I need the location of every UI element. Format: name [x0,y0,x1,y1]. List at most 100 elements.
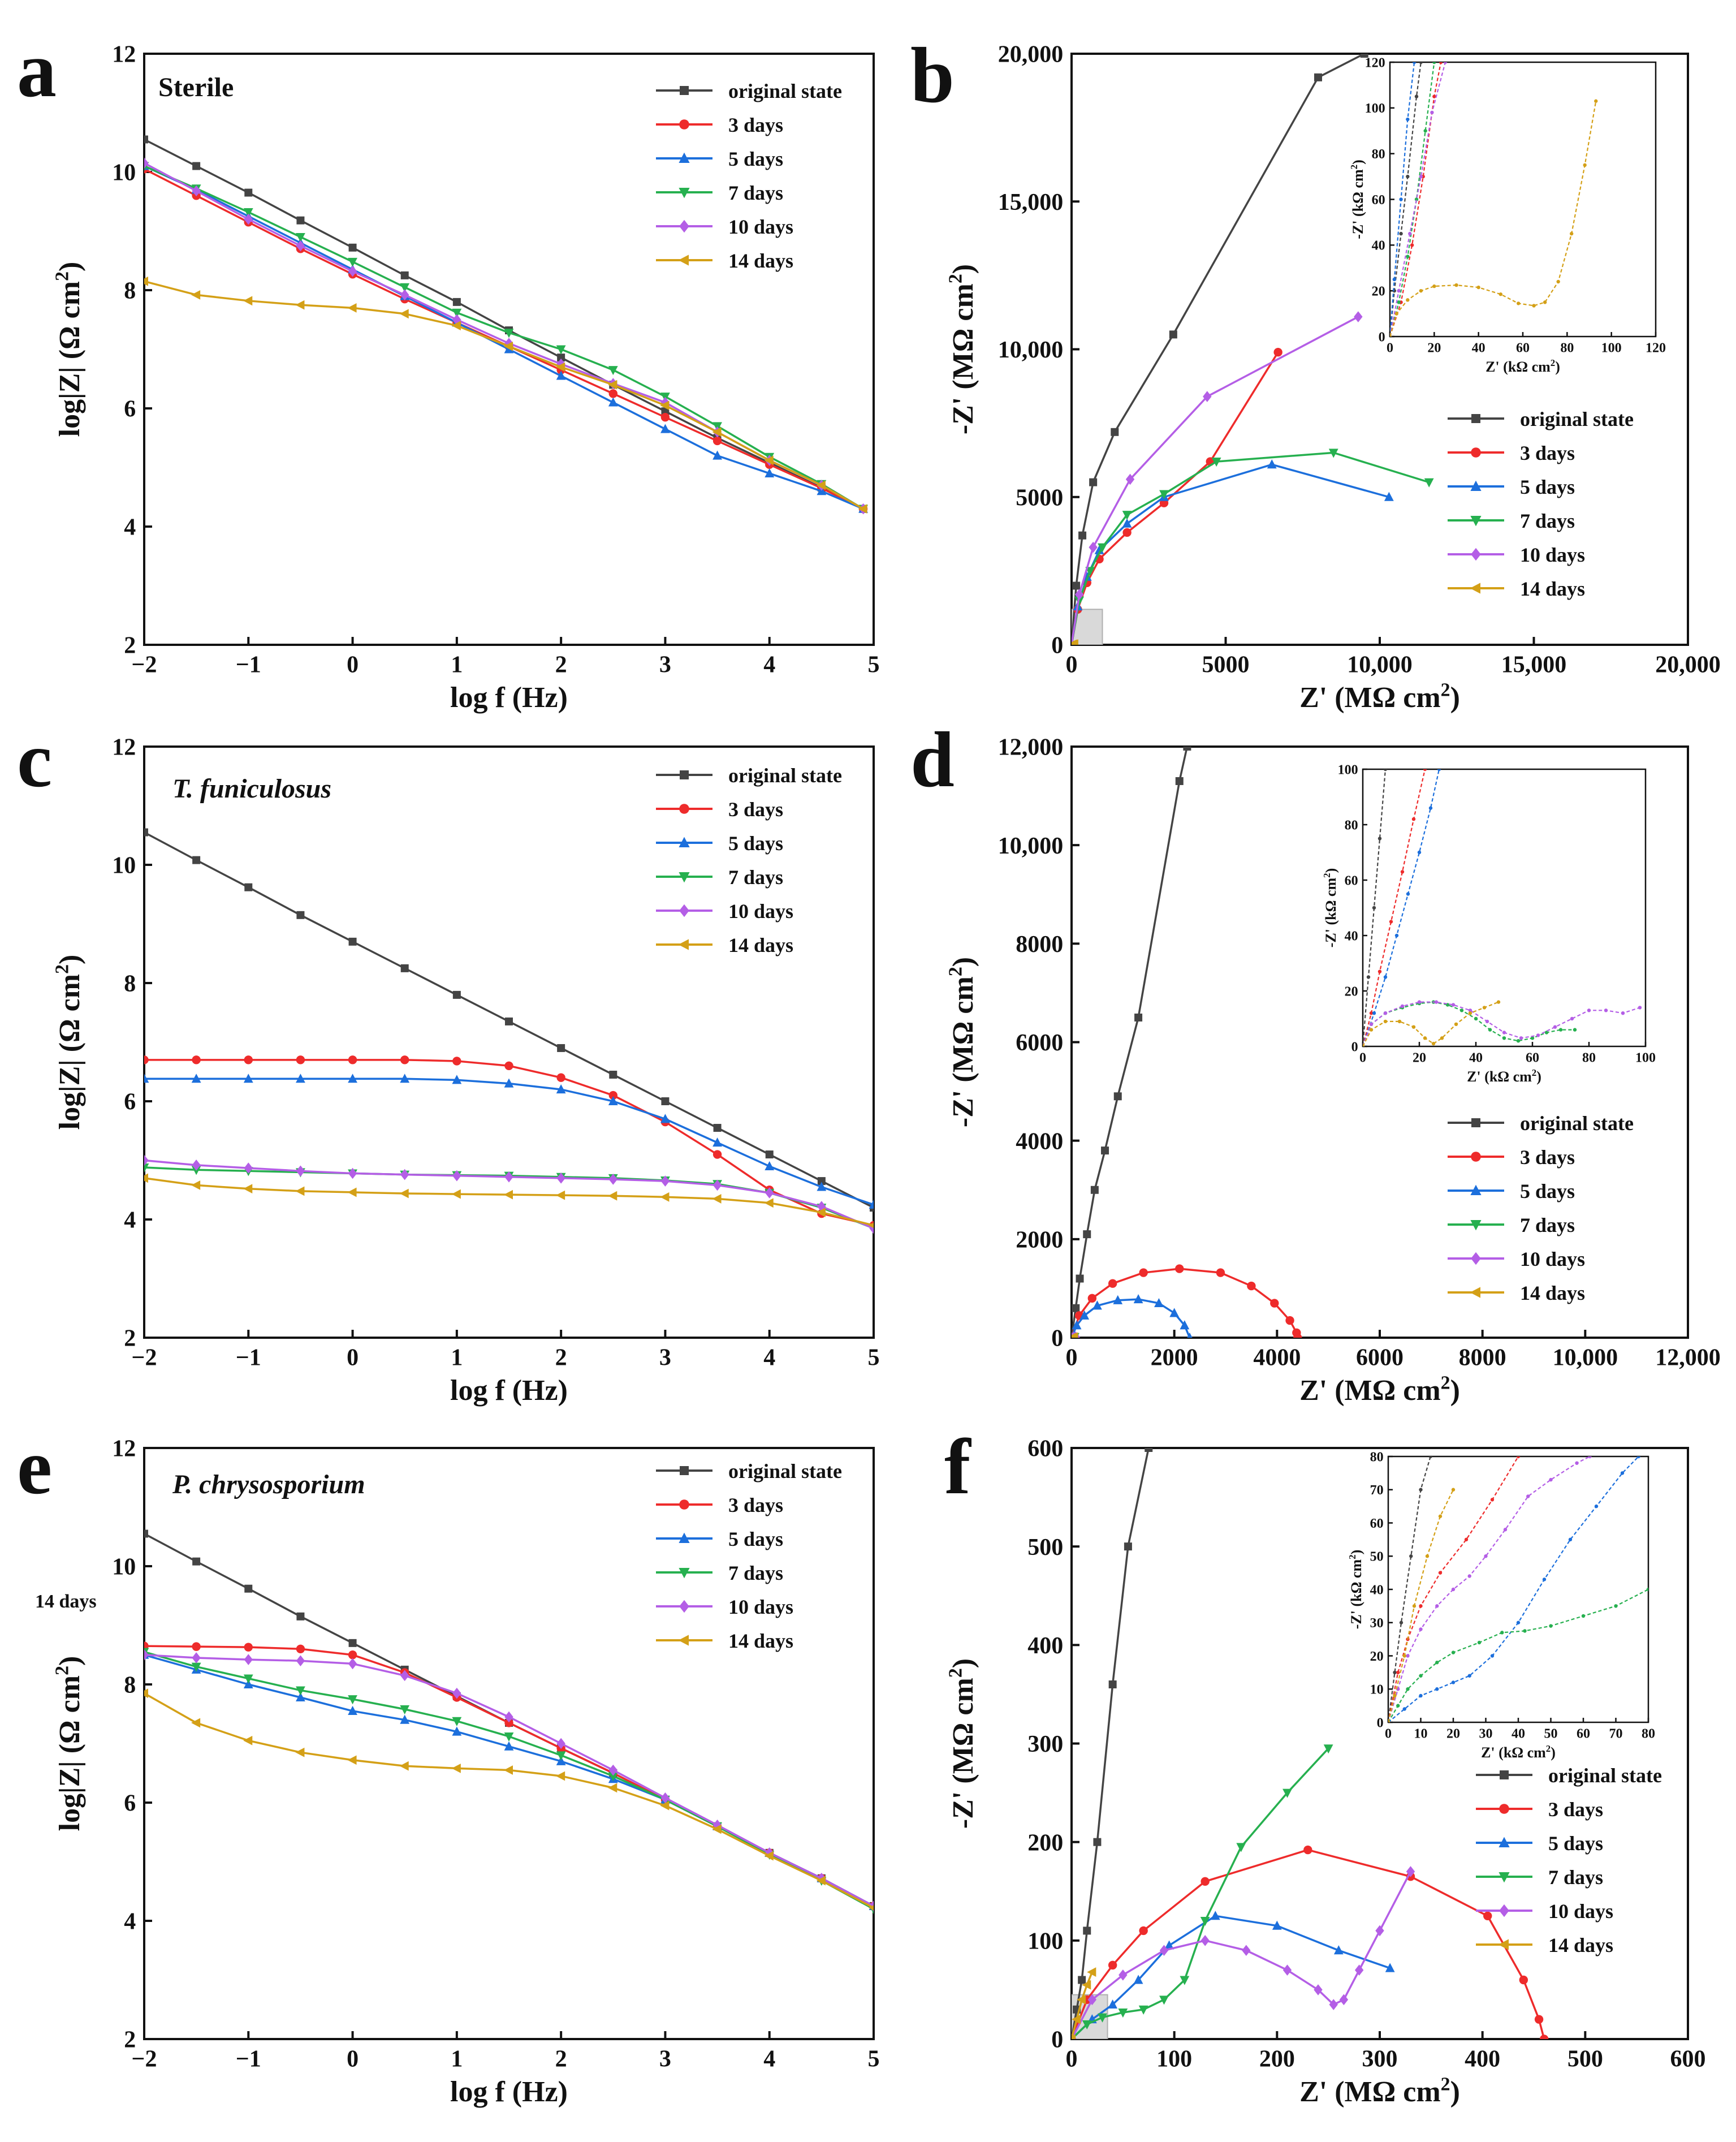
inset-series-line-d14 [1390,101,1597,337]
data-point [144,276,148,286]
svg-text:-Z' (MΩ cm2): -Z' (MΩ cm2) [945,1658,979,1829]
data-point [348,937,357,946]
data-point [1474,1016,1478,1021]
legend-label: original state [1520,1112,1634,1135]
data-point [1124,1542,1132,1551]
data-point [1646,1587,1648,1592]
x-tick-label: 500 [1567,2046,1603,2072]
plot-area [144,135,868,515]
data-point [296,1655,305,1666]
data-point [1164,1940,1174,1950]
x-tick-label: 3 [659,2046,671,2072]
data-point [243,208,253,218]
data-point [144,1649,149,1661]
series-markers-d14 [1072,639,1078,645]
data-point [1500,1631,1504,1635]
data-point [556,370,566,380]
data-point [1406,1866,1415,1877]
data-point [1145,1448,1153,1452]
data-point [348,1167,357,1179]
panel-letter-c: c [17,716,52,804]
series-markers-d10 [144,1154,874,1234]
data-point [191,1662,201,1672]
data-point [144,1648,149,1657]
series-line-d7 [144,1650,874,1910]
data-point [1604,1008,1608,1012]
data-point [1169,330,1177,339]
data-point [1419,174,1423,179]
data-point [1419,1693,1423,1698]
data-point [1094,545,1104,554]
data-point [1108,1960,1117,1970]
data-point [144,828,148,837]
legend-label: 3 days [728,798,783,821]
data-point [347,1755,357,1765]
data-point [1400,1004,1405,1008]
data-point [1169,1308,1180,1317]
data-point [1519,1036,1523,1040]
legend-marker [1471,548,1481,561]
y-tick-label: 8 [124,1673,136,1699]
legend-item-d10: 10 days [656,216,793,238]
inset-x-tick-label: 100 [1601,341,1622,356]
x-tick-label: 0 [1066,652,1078,678]
legend-label: 5 days [728,832,783,855]
data-point [1400,870,1405,874]
data-point [1614,1604,1618,1608]
data-point [1411,817,1416,821]
legend-item-d3: 3 days [656,114,783,136]
data-point [765,1161,775,1170]
data-point [1118,2008,1128,2018]
inset-x-tick-label: 60 [1516,341,1530,356]
inset-x-tick-label: 10 [1414,1727,1428,1742]
data-point [348,1658,357,1670]
data-point [1210,1911,1220,1920]
legend-marker [1470,1287,1480,1298]
data-point [400,1714,410,1724]
stray-label-14-days: 14 days [35,1591,97,1612]
inset-y-axis-label: -Z' (kΩ cm2) [1349,160,1366,239]
data-point [1272,1920,1282,1930]
legend: original state 3 days 5 days 7 days 10 days 1… [1448,408,1634,600]
data-point [1093,1838,1102,1846]
legend-item-d10: 10 days [1448,544,1585,566]
data-point [1159,490,1169,499]
panel-letter-f: f [944,1423,971,1511]
inset-y-tick-label: 50 [1370,1550,1384,1565]
inset-b: 0 20 40 60 80 100 120 0 20 40 60 80 100 120 Z' (kΩ cm2… [1349,55,1666,375]
plot-area [1072,1448,1549,2039]
y-axis-label: log|Z| (Ω cm2) [51,1656,86,1831]
data-point [1159,1996,1169,2005]
legend-marker [1500,1770,1509,1779]
data-point [661,1097,670,1105]
inset-series-markers-original [1388,1456,1432,1722]
series-markers-d5 [144,1074,874,1209]
data-point [765,468,775,477]
x-tick-label: 300 [1362,2046,1398,2072]
data-point [660,1792,670,1804]
data-point [1090,1186,1099,1194]
data-point [1482,1006,1487,1010]
legend: original state 3 days 5 days 7 days 10 days 1… [656,80,842,272]
x-tick-label: −2 [132,2046,157,2072]
data-point [1432,284,1436,288]
y-tick-label: 10,000 [998,337,1064,363]
data-point [1530,1036,1535,1040]
data-point [1544,1031,1549,1035]
data-point [1570,1016,1574,1021]
data-point [1399,1620,1404,1624]
series-markers-d5 [1072,1911,1395,2039]
legend-label: 7 days [1520,510,1575,532]
x-tick-label: 0 [1066,2046,1078,2072]
data-point [1383,1019,1388,1024]
data-point [503,341,513,351]
data-point [296,1644,305,1653]
data-point [504,1718,513,1727]
data-point [244,213,253,225]
panel-letter-b: b [910,32,955,119]
data-point [1451,1680,1456,1684]
legend-item-d5: 5 days [656,1528,783,1550]
data-point [1568,1537,1573,1542]
data-point [1468,1011,1472,1015]
